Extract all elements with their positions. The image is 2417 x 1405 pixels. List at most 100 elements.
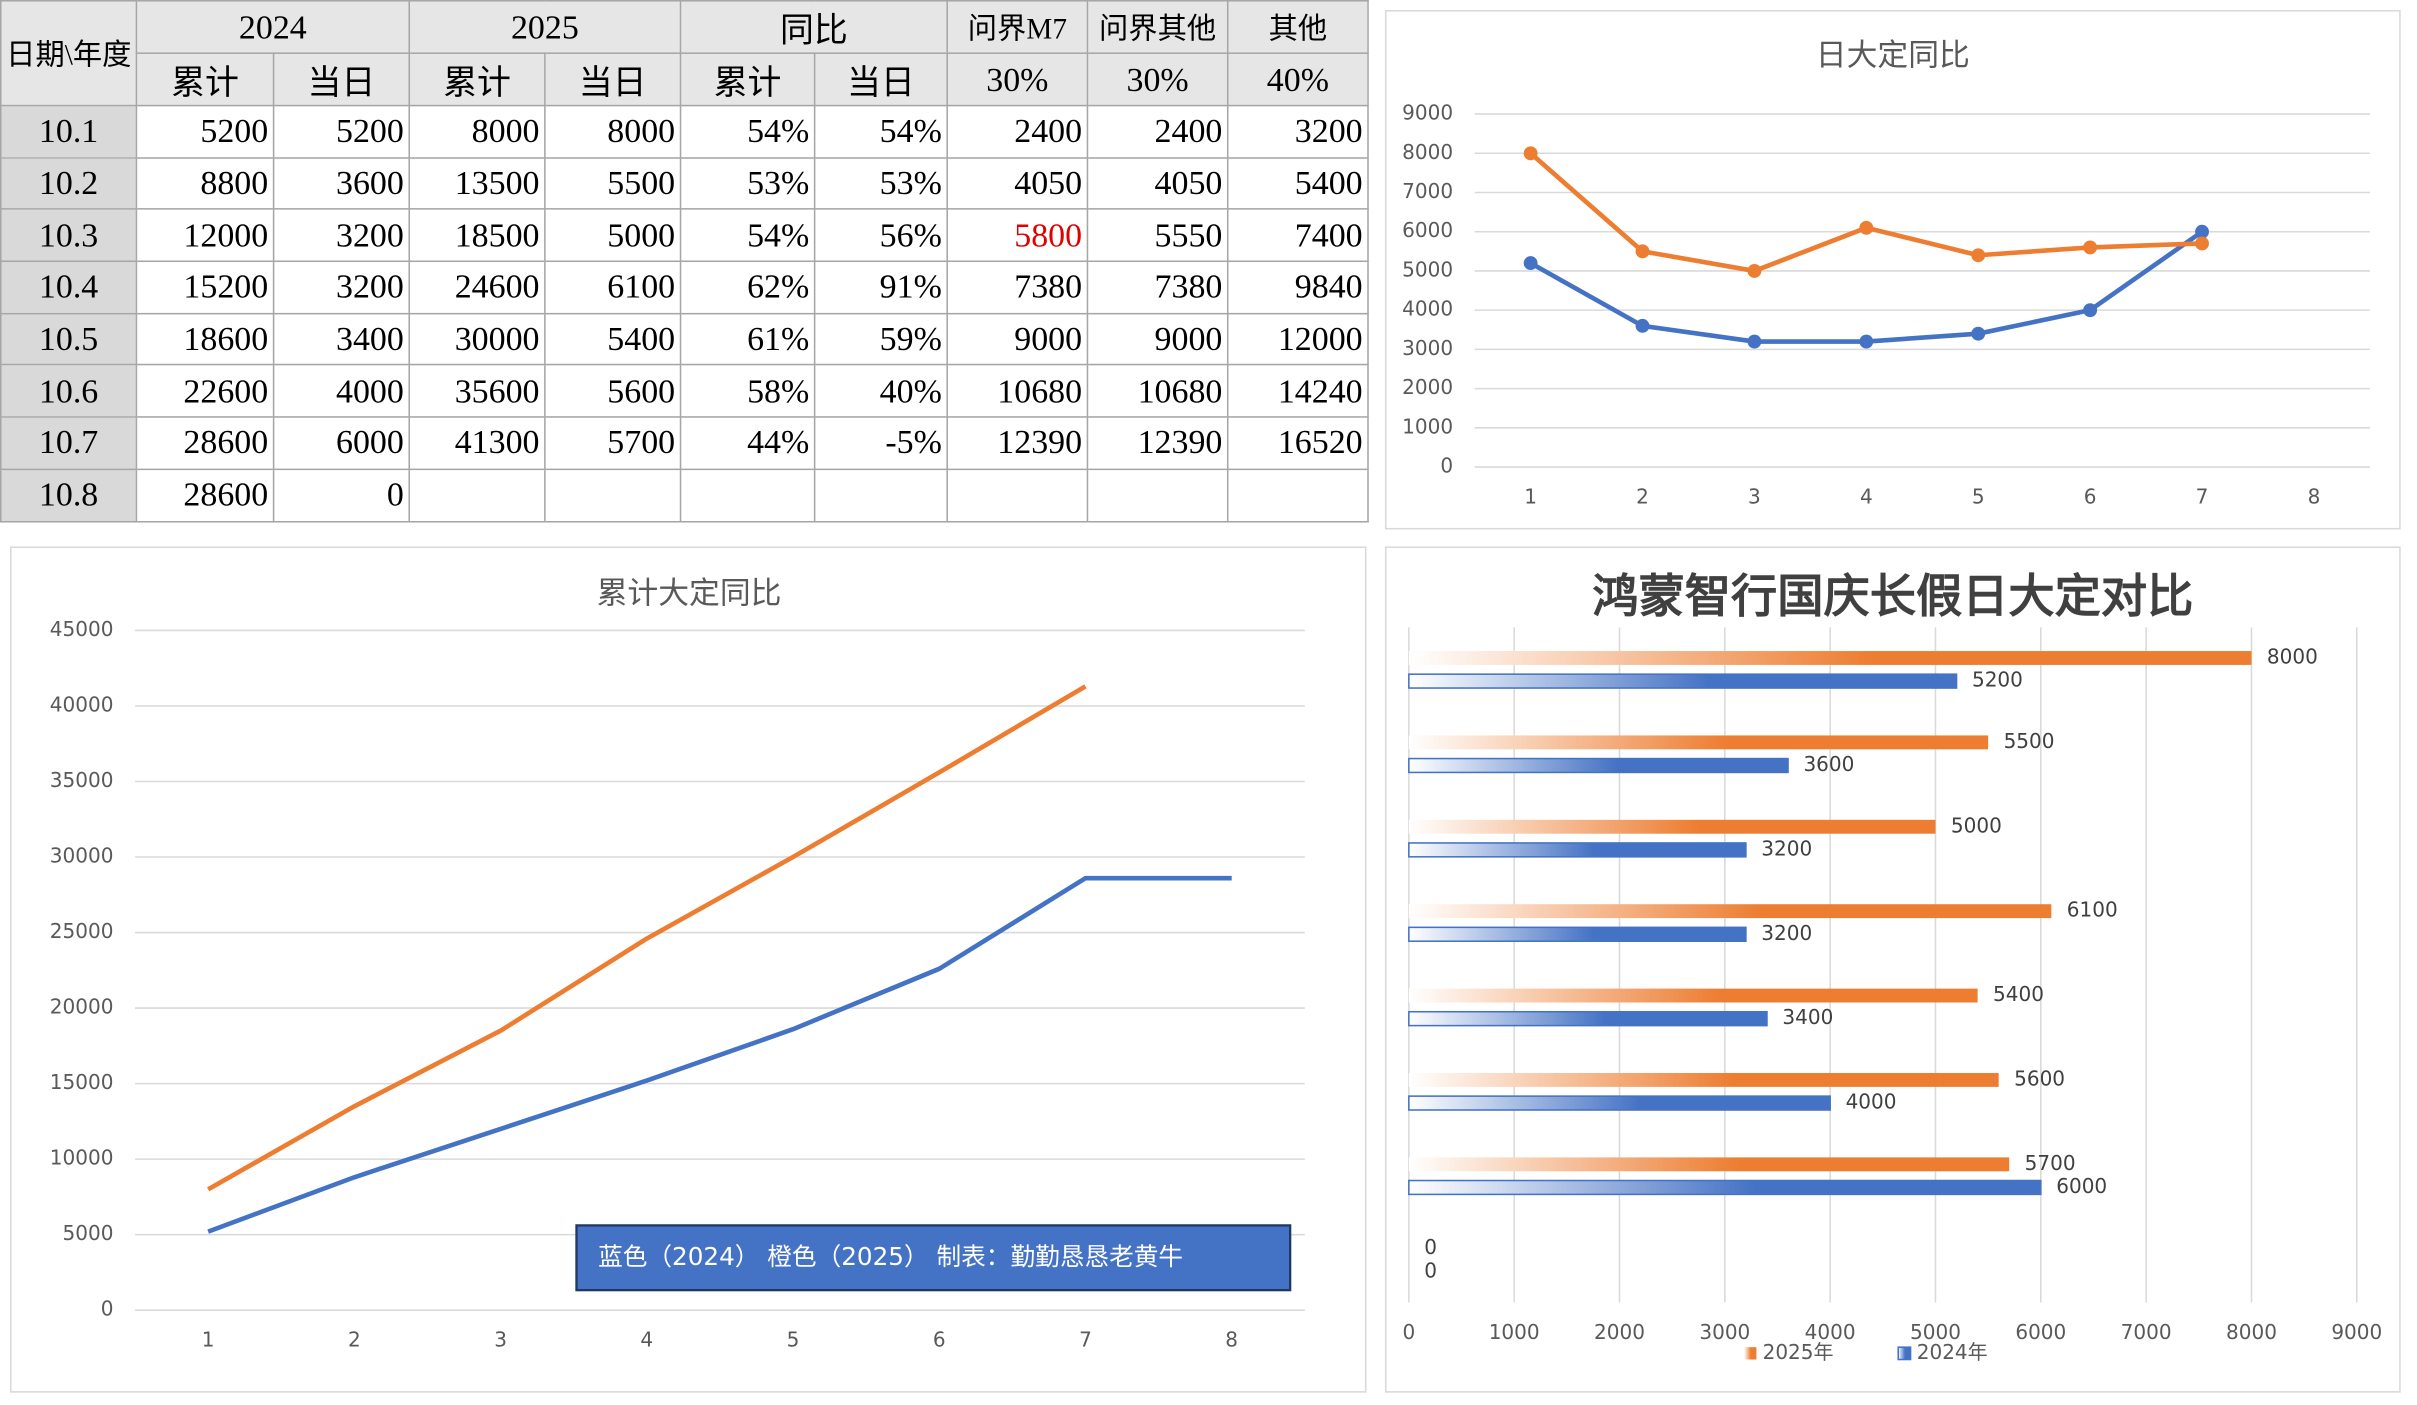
point-marker	[1971, 326, 1986, 341]
x-tick-label: 6	[2084, 484, 2097, 508]
y-tick-label: 35000	[50, 768, 114, 792]
point-marker	[1747, 264, 1762, 278]
table-cell: 5500	[544, 156, 682, 211]
table-cell: 8000	[408, 104, 546, 159]
table-cell: 10.5	[0, 312, 138, 366]
data-label: 0	[1424, 1258, 1437, 1282]
table-cell	[1226, 468, 1369, 522]
x-tick-label: 5	[1972, 484, 1985, 508]
series-line	[207, 875, 1232, 1234]
bar	[1408, 1179, 2042, 1196]
data-label: 3400	[1782, 1005, 1833, 1029]
data-label: 3200	[1761, 836, 1812, 860]
table-cell: 62%	[679, 260, 816, 315]
table-row: 10.2 8800 3600 13500 5500 53% 53% 4050 4050 5400	[0, 156, 1369, 211]
bar	[1408, 1073, 1999, 1087]
table-cell: 10.6	[0, 364, 138, 418]
table-cell	[1086, 468, 1229, 522]
point-marker	[1859, 220, 1874, 235]
x-tick-label: 6	[933, 1328, 946, 1352]
bar	[1408, 673, 1958, 689]
table-cell: 3200	[272, 208, 411, 263]
data-label: 4000	[1846, 1090, 1897, 1114]
x-tick-label: 2000	[1594, 1320, 1645, 1344]
table-cell: 其他	[1226, 0, 1369, 54]
bar	[1408, 757, 1789, 774]
table-cell: 3200	[272, 260, 411, 315]
table-cell: 0	[272, 468, 411, 522]
table-cell: 28600	[135, 416, 275, 470]
y-tick-label: 1000	[1402, 414, 1453, 438]
x-tick-label: 3	[1748, 484, 1761, 508]
series-line	[206, 684, 1087, 1192]
table-cell: 10.3	[0, 208, 138, 263]
table-cell: 40%	[813, 364, 948, 418]
x-tick-label: 3	[494, 1328, 507, 1352]
bar	[1408, 1095, 1831, 1111]
table-cell	[946, 468, 1089, 522]
x-tick-label: 7	[2196, 484, 2209, 508]
table-cell: 累计	[408, 52, 546, 107]
point-marker	[2195, 224, 2209, 239]
x-tick-label: 6000	[2015, 1320, 2066, 1344]
x-tick-label: 3000	[1699, 1320, 1750, 1344]
data-label: 5200	[1972, 668, 2023, 692]
data-label: 5400	[1993, 982, 2044, 1006]
x-tick-label: 1	[202, 1328, 215, 1352]
x-tick-label: 0	[1402, 1320, 1415, 1344]
bar	[1408, 1010, 1768, 1027]
table-row: 10.6 22600 4000 35600 5600 58% 40% 10680 10680 14…	[0, 364, 1369, 418]
table-cell: 22600	[135, 364, 275, 418]
table-cell: 5550	[1086, 208, 1229, 263]
chart: 鸿蒙智行国庆长假日大定对比 0 1000 2000 3000 4000 5000 6000 70…	[1384, 546, 2401, 1393]
table-cell: 53%	[679, 156, 816, 211]
table-cell: 28600	[135, 468, 275, 522]
table-cell: 5800	[946, 208, 1089, 263]
x-tick-label: 9000	[2331, 1320, 2382, 1344]
table-cell: 12000	[135, 208, 275, 263]
spreadsheet-table: 日期\年度 2024 2025 同比 问界M7 问界其他 其他 累计 当日 累计 当日 累计 当日 30%…	[0, 0, 1369, 522]
table-cell: 7400	[1226, 208, 1369, 263]
table-cell: 54%	[813, 104, 948, 159]
table-cell: 54%	[679, 104, 816, 159]
y-tick-label: 9000	[1402, 101, 1453, 125]
table-cell	[408, 468, 546, 522]
bar	[1408, 904, 2052, 919]
table-cell: 10.2	[0, 156, 138, 211]
table-cell: 59%	[813, 312, 948, 366]
table-cell: -5%	[813, 416, 948, 470]
legend-label: 2025年	[1763, 1340, 1834, 1364]
table-cell: 10.8	[0, 468, 138, 522]
table-cell: 10680	[946, 364, 1089, 418]
table-cell: 4050	[946, 156, 1089, 211]
point-marker	[2083, 303, 2098, 318]
y-tick-label: 40000	[50, 692, 114, 716]
point-marker	[1635, 244, 1650, 259]
table-cell: 53%	[813, 156, 948, 211]
x-tick-label: 5	[787, 1328, 800, 1352]
x-tick-label: 1000	[1489, 1320, 1540, 1344]
table-cell: 30%	[1086, 52, 1229, 107]
table-cell: 7380	[946, 260, 1089, 315]
table-cell: 44%	[679, 416, 816, 470]
point-marker	[1523, 256, 1538, 271]
table-cell: 8800	[135, 156, 275, 211]
table-cell: 58%	[679, 364, 816, 418]
x-tick-label: 4000	[1805, 1320, 1856, 1344]
table-cell: 12390	[946, 416, 1089, 470]
y-tick-label: 0	[101, 1297, 114, 1321]
table-cell: 5600	[544, 364, 682, 418]
table-cell: 18600	[135, 312, 275, 366]
y-tick-label: 4000	[1402, 297, 1453, 321]
y-tick-label: 5000	[62, 1221, 113, 1245]
table-cell	[813, 468, 948, 522]
table-cell: 4050	[1086, 156, 1229, 211]
point-marker	[1971, 248, 1986, 263]
table-row: 10.5 18600 3400 30000 5400 61% 59% 9000 9000 1200…	[0, 312, 1369, 366]
x-tick-label: 4	[1860, 484, 1873, 508]
table-cell: 3400	[272, 312, 411, 366]
table-cell: 56%	[813, 208, 948, 263]
table-cell: 16520	[1226, 416, 1369, 470]
bar	[1408, 926, 1747, 942]
